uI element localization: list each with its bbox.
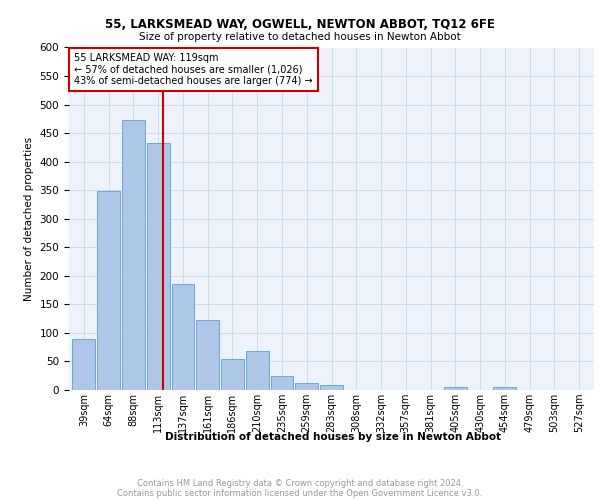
Text: 55, LARKSMEAD WAY, OGWELL, NEWTON ABBOT, TQ12 6FE: 55, LARKSMEAD WAY, OGWELL, NEWTON ABBOT,… (105, 18, 495, 30)
Bar (493, 387, 516, 390)
Bar (97, 192, 120, 390)
Bar (147, 144, 170, 390)
Bar (172, 284, 194, 390)
Bar (122, 120, 145, 390)
Bar (444, 387, 467, 390)
Text: 55 LARKSMEAD WAY: 119sqm
← 57% of detached houses are smaller (1,026)
43% of sem: 55 LARKSMEAD WAY: 119sqm ← 57% of detach… (74, 52, 313, 86)
Bar (295, 382, 318, 390)
Text: Size of property relative to detached houses in Newton Abbot: Size of property relative to detached ho… (139, 32, 461, 42)
Bar (196, 320, 219, 390)
Bar (73, 338, 95, 390)
Bar (221, 358, 244, 390)
Y-axis label: Number of detached properties: Number of detached properties (24, 136, 34, 301)
Text: Contains HM Land Registry data © Crown copyright and database right 2024.: Contains HM Land Registry data © Crown c… (137, 478, 463, 488)
Bar (320, 386, 343, 390)
Bar (271, 376, 293, 390)
Text: Contains public sector information licensed under the Open Government Licence v3: Contains public sector information licen… (118, 488, 482, 498)
Bar (246, 351, 269, 390)
Text: Distribution of detached houses by size in Newton Abbot: Distribution of detached houses by size … (165, 432, 501, 442)
